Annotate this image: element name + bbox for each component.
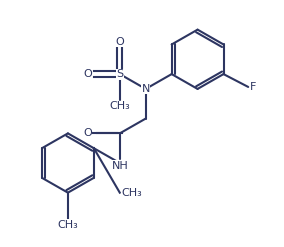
Text: O: O <box>83 69 92 79</box>
Text: CH₃: CH₃ <box>58 220 78 230</box>
Text: CH₃: CH₃ <box>122 188 143 198</box>
Text: NH: NH <box>111 161 128 170</box>
Text: F: F <box>250 82 256 92</box>
Text: N: N <box>141 84 150 94</box>
Text: O: O <box>83 128 92 138</box>
Text: O: O <box>115 37 124 47</box>
Text: S: S <box>116 69 123 79</box>
Text: CH₃: CH₃ <box>109 101 130 111</box>
